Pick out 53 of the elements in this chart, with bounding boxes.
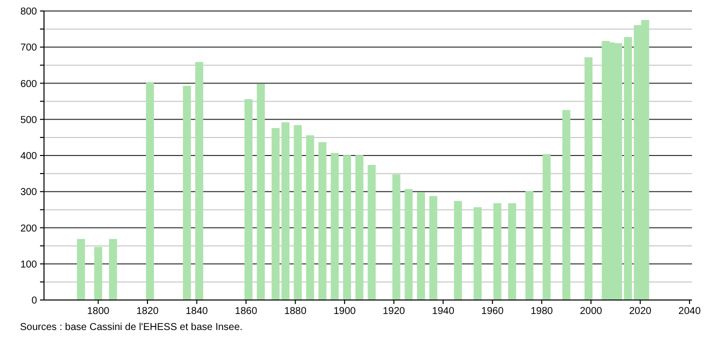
y-tick-label: 800 xyxy=(20,6,38,18)
y-tick-label: 100 xyxy=(20,259,38,270)
y-tick-label: 500 xyxy=(20,114,38,126)
x-tick-label: 2000 xyxy=(580,306,603,317)
bar xyxy=(474,207,482,300)
bar xyxy=(94,246,102,300)
x-tick-label: 1820 xyxy=(136,306,160,317)
x-tick-label: 1980 xyxy=(530,306,554,317)
y-tick-label: 600 xyxy=(20,78,38,90)
bar xyxy=(493,203,502,300)
bar xyxy=(294,125,302,300)
bar xyxy=(256,84,265,300)
bar xyxy=(76,238,85,300)
bar xyxy=(542,154,551,300)
bar xyxy=(404,189,413,300)
bar xyxy=(624,37,632,300)
bar xyxy=(244,99,252,300)
x-tick-label: 1920 xyxy=(382,306,406,317)
x-tick-label: 1880 xyxy=(284,306,307,317)
x-tick-label: 1940 xyxy=(432,306,455,317)
bar xyxy=(281,122,290,300)
bar xyxy=(195,62,204,300)
bar xyxy=(429,196,438,300)
bar xyxy=(146,82,154,300)
bar xyxy=(343,155,352,300)
x-tick-label: 1900 xyxy=(333,306,356,317)
x-tick-label: 1860 xyxy=(234,306,258,317)
bar xyxy=(108,238,117,300)
bar xyxy=(454,201,462,300)
bar xyxy=(318,142,326,300)
source-note: Sources : base Cassini de l'EHESS et base Insee. xyxy=(20,322,243,333)
bar xyxy=(306,135,314,300)
bar xyxy=(392,174,400,300)
bar xyxy=(416,192,425,300)
x-tick-label: 2020 xyxy=(629,306,652,317)
y-tick-label: 0 xyxy=(31,296,38,306)
y-tick-label: 400 xyxy=(20,151,38,162)
x-tick-label: 2040 xyxy=(678,306,702,317)
bar xyxy=(525,190,534,300)
bar xyxy=(330,152,339,300)
bar xyxy=(272,128,280,300)
y-tick-label: 300 xyxy=(20,187,38,198)
x-tick-label: 1800 xyxy=(87,306,110,317)
bar xyxy=(562,110,570,300)
bar xyxy=(182,86,191,300)
y-tick-label: 700 xyxy=(20,42,38,54)
x-tick-label: 1840 xyxy=(186,306,208,317)
y-tick-label: 200 xyxy=(20,223,38,234)
x-tick-label: 1960 xyxy=(481,306,504,317)
bar xyxy=(508,203,516,300)
bar xyxy=(355,155,364,300)
bar xyxy=(584,57,593,300)
bar xyxy=(368,164,376,300)
